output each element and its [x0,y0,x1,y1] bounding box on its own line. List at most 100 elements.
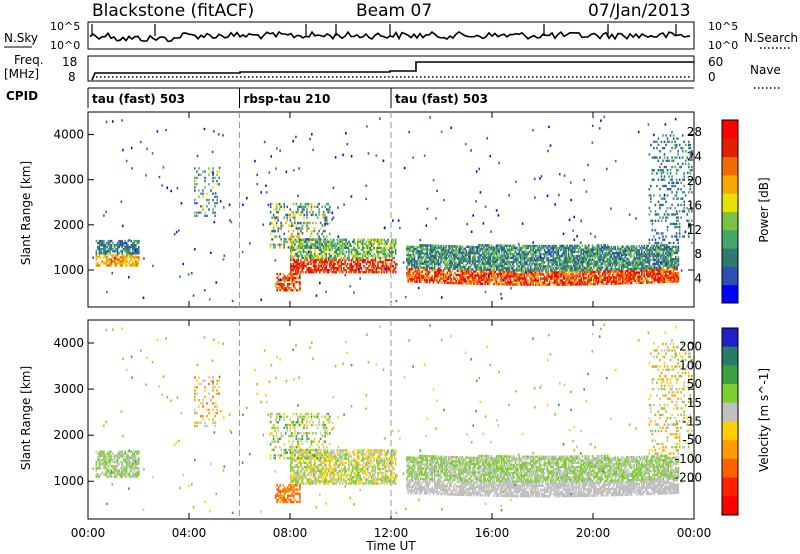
power-cell [684,194,687,197]
power-cell [512,264,514,268]
power-cell [452,267,455,270]
power-cell [282,276,285,280]
power-cell [490,254,493,257]
power-cell [638,263,641,266]
power-cell [427,254,430,257]
power-cell [653,146,655,150]
power-cell [321,269,324,272]
power-cell [542,246,545,250]
power-cell [499,281,502,284]
power-cell [513,260,516,264]
power-cell [212,179,214,183]
power-cell [624,261,627,265]
power-cell [485,250,488,253]
power-cell [599,268,601,271]
power-cell [431,266,433,270]
power-cell [112,260,114,263]
power-cell [601,272,604,275]
power-cell [671,146,673,150]
power-cell [334,262,336,266]
power-cell [604,254,606,257]
power-cell [409,253,412,257]
power-cell [454,255,456,258]
power-cell [307,252,310,256]
power-cell [504,275,507,278]
power-cell [561,269,564,272]
power-cell [291,221,293,225]
power-cell [503,277,505,280]
power-cell [361,246,364,250]
power-cell [361,258,364,262]
power-cell [295,262,297,266]
power-cell [647,244,649,248]
power-cell [435,273,437,276]
power-cell [329,264,331,268]
power-cell [502,254,504,258]
power-cell [473,258,475,261]
power-cell [353,240,355,243]
power-cell [622,249,624,253]
power-cell [552,271,555,274]
power-cell [286,205,289,208]
power-cell [406,247,408,250]
power-cell [483,266,485,269]
power-cell [629,251,632,254]
power-cell [539,273,542,276]
power-cell [272,243,275,246]
power-cell [460,282,463,285]
power-cell [481,282,484,286]
power-cell [653,270,656,274]
power-cell [585,276,588,280]
power-cell [619,270,622,273]
power-cell [620,247,623,251]
power-cell [589,262,591,266]
power-cell [684,143,687,147]
power-cell [521,269,523,272]
power-cell [459,277,461,281]
power-cell [344,246,346,250]
power-cell [290,244,292,248]
power-cell [640,263,643,266]
power-cell [136,252,139,255]
power-cell [327,271,330,274]
power-cell [377,271,379,274]
power-cell [284,238,287,241]
power-cell [460,265,463,269]
power-cell [375,266,378,270]
power-cell [305,250,307,254]
power-cell [286,240,289,244]
power-cell [547,271,550,274]
power-cell [420,258,422,261]
power-cell [388,266,391,270]
power-cell [337,262,340,266]
power-cell [610,247,613,251]
power-cell [608,276,610,279]
power-cell [349,266,351,270]
power-cell [299,289,301,292]
power-cell [350,260,353,264]
power-cell [543,277,546,280]
power-cell [601,256,604,259]
power-cell [337,258,340,262]
power-cell [414,262,417,265]
power-cell [305,256,307,260]
power-cell [499,270,502,274]
power-cell [678,210,681,213]
power-cell [280,287,283,290]
power-cell [431,258,433,262]
power-cell [598,276,600,280]
power-cell [413,262,416,265]
power-cell [581,281,584,284]
power-cell [562,269,565,272]
power-cell [336,242,339,246]
power-cell [593,264,595,268]
power-cell [391,246,393,250]
power-cell [643,250,646,254]
power-cell [494,260,497,264]
power-cell [450,265,452,268]
power-cell [137,256,140,259]
power-cell [452,275,455,279]
power-cell [361,254,364,258]
power-cell [637,263,639,266]
power-cell [425,270,427,274]
